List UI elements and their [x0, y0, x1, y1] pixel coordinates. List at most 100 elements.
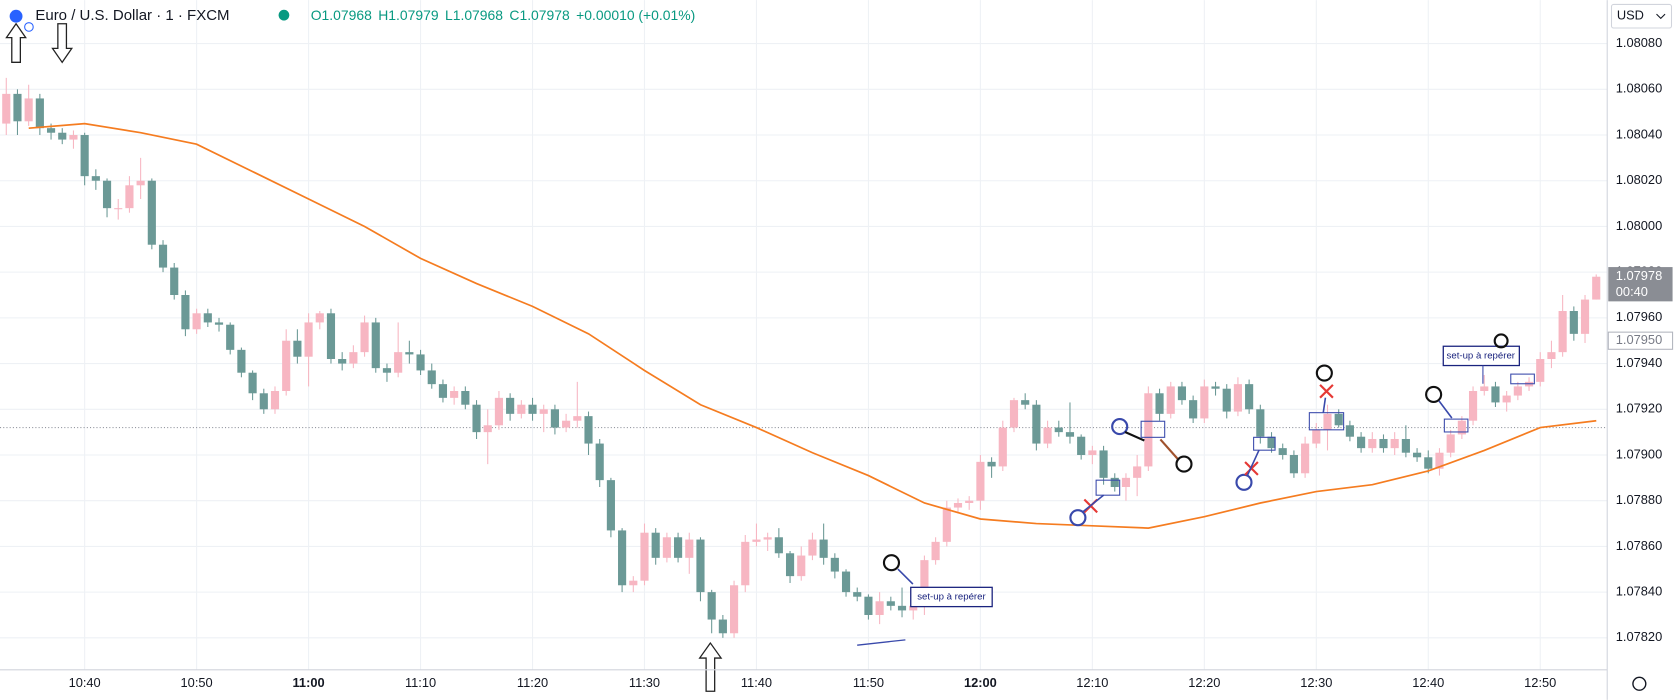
candle-body — [461, 390, 470, 405]
candle-body — [931, 541, 940, 561]
candle-body — [394, 352, 403, 373]
candle-body — [136, 180, 145, 186]
candle-body — [517, 404, 526, 414]
candle-body — [729, 585, 739, 634]
candle-body — [1021, 400, 1030, 405]
candle-body — [998, 427, 1007, 467]
candle-body — [35, 98, 44, 129]
candle-body — [360, 322, 369, 353]
connector — [1124, 430, 1145, 442]
candle-body — [1099, 450, 1108, 478]
candle-body — [886, 601, 895, 606]
candle-body — [1054, 427, 1063, 433]
x-tick-label: 12:10 — [1076, 675, 1108, 690]
candle-body — [1491, 386, 1500, 403]
ohlc-value: +0.00010 (+0.01%) — [576, 7, 695, 23]
y-tick-label: 1.07860 — [1616, 538, 1662, 553]
connector — [1246, 449, 1260, 477]
candle-body — [2, 93, 11, 124]
candle-body — [349, 352, 358, 364]
y-tick-label: 1.08020 — [1616, 172, 1662, 187]
candle-body — [1446, 434, 1455, 453]
candle-body — [819, 539, 828, 558]
candle-body — [539, 409, 548, 414]
flag-icon — [24, 22, 34, 32]
settings-icon[interactable] — [1632, 676, 1647, 691]
x-tick-label: 12:20 — [1188, 675, 1220, 690]
note-box — [1442, 345, 1520, 367]
candle-body — [1155, 393, 1164, 414]
ohlc-value: H1.07979 — [378, 7, 439, 23]
candle-body — [416, 354, 425, 371]
candle-body — [125, 185, 134, 209]
candle-body — [1121, 477, 1131, 487]
candle-body — [326, 313, 336, 359]
candle-body — [315, 313, 324, 323]
candle-body — [1267, 436, 1276, 449]
ohlc-value: O1.07968 — [311, 7, 372, 23]
candle-body — [46, 128, 56, 133]
candle-body — [483, 425, 492, 433]
candle-body — [562, 420, 571, 428]
x-tick-label: 11:50 — [853, 675, 884, 690]
x-tick-label: 10:40 — [69, 675, 101, 690]
circle-marker — [1493, 333, 1509, 349]
candle-body — [1166, 386, 1175, 414]
candle-body — [1435, 452, 1444, 469]
candle-body — [1312, 429, 1321, 444]
connector — [1322, 397, 1327, 413]
currency[interactable]: USD — [1617, 8, 1644, 23]
candle-body — [1032, 404, 1041, 444]
connector — [1438, 400, 1453, 419]
y-tick-label: 1.07900 — [1616, 446, 1662, 461]
candle-body — [897, 605, 907, 611]
candle-body — [875, 601, 884, 615]
candle-body — [573, 416, 582, 421]
candle-body — [640, 532, 649, 581]
candle-body — [203, 313, 212, 323]
candle-body — [1401, 438, 1410, 453]
candle-body — [1065, 432, 1075, 437]
candle-body — [1468, 390, 1478, 421]
candle-body — [293, 340, 302, 357]
candle-body — [1558, 311, 1567, 353]
setup-box — [1253, 436, 1276, 451]
connector — [1159, 438, 1179, 460]
candle-body — [606, 480, 615, 531]
circle-marker — [1175, 455, 1193, 473]
candle-body — [1009, 400, 1019, 428]
candle-body — [226, 324, 235, 350]
x-tick-label: 10:50 — [181, 675, 213, 690]
candle-body — [741, 541, 750, 586]
candle-body — [550, 409, 559, 428]
candle-body — [651, 532, 660, 558]
candle-body — [1592, 276, 1601, 300]
candle-body — [1502, 395, 1511, 403]
candle-body — [24, 98, 33, 122]
candle-body — [629, 580, 638, 586]
note-box — [910, 586, 993, 608]
setup-box — [1510, 373, 1535, 385]
candle-body — [662, 537, 671, 558]
candle-body — [1088, 450, 1097, 455]
x-tick-label: 12:50 — [1524, 675, 1556, 690]
candle-body — [1345, 425, 1354, 437]
arrow-up — [698, 641, 723, 692]
candle-body — [987, 461, 996, 467]
candle-body — [214, 322, 224, 325]
candle-body — [506, 397, 515, 414]
currency-button[interactable] — [1610, 3, 1673, 29]
candle-body — [528, 404, 537, 414]
x-tick-label: 11:40 — [741, 675, 772, 690]
circle-marker — [1111, 418, 1129, 436]
candle-body — [170, 267, 179, 296]
candle-body — [438, 384, 448, 398]
circle-marker — [882, 554, 901, 572]
candle-body — [1256, 409, 1265, 437]
candle-body — [1043, 427, 1052, 444]
candle-body — [718, 619, 727, 634]
candle-body — [1077, 436, 1086, 455]
candle-body — [1133, 466, 1142, 478]
